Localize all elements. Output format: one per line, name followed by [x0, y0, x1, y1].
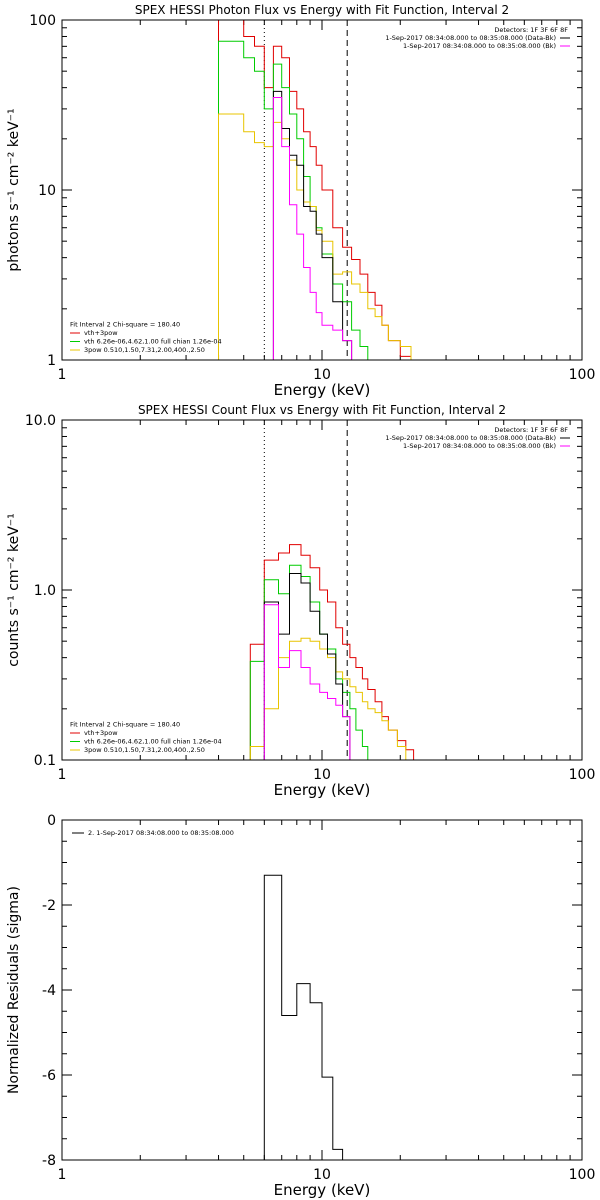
legend-entry: 1-Sep-2017 08:34:08.000 to 08:35:08.000 … [385, 434, 556, 442]
plot-frame [61, 819, 583, 1161]
legend-entry: Detectors: 1F 3F 6F 8F [494, 26, 568, 34]
chart-panel-1: SPEX HESSI Photon Flux vs Energy with Fi… [6, 3, 595, 399]
x-tick-label: 100 [569, 767, 596, 783]
y-tick-label: -4 [42, 983, 56, 999]
y-axis-label: counts s⁻¹ cm⁻² keV⁻¹ [6, 513, 22, 667]
x-axis-label: Energy (keV) [274, 1181, 371, 1199]
x-axis-label: Energy (keV) [274, 781, 371, 799]
legend-entry: 3pow 0.510,1.50,7.31,2.00,400.,2.50 [84, 746, 205, 754]
chart-panel-3: 1 10 100 0 -2 -4 -6 -8 Energy (keV) Normalized Re… [6, 813, 595, 1199]
y-tick-label: 1 [47, 353, 56, 369]
y-tick-label: 0.1 [34, 753, 56, 769]
chart-title: SPEX HESSI Count Flux vs Energy with Fit… [138, 403, 506, 417]
x-tick-label: 10 [313, 367, 331, 383]
legend-entry: Detectors: 1F 3F 6F 8F [494, 426, 568, 434]
x-tick-label: 10 [313, 1167, 331, 1183]
legend-entry: vth 6.26e-06,4.62,1.00 full chian 1.26e-… [84, 338, 222, 346]
y-tick-label: -8 [42, 1153, 56, 1169]
legend-entry: vth 6.26e-06,4.62,1.00 full chian 1.26e-… [84, 738, 222, 746]
series-line-1 [218, 20, 421, 360]
series-line-5 [263, 604, 351, 760]
data-group [263, 874, 344, 1160]
y-tick-label: 0 [47, 813, 56, 829]
x-tick-label: 100 [569, 1167, 596, 1183]
y-tick-label: 1.0 [34, 583, 56, 599]
x-axis-label: Energy (keV) [274, 381, 371, 399]
series-line-4 [263, 573, 351, 760]
series-line-5 [272, 97, 353, 360]
data-group [249, 544, 421, 760]
chart-title: SPEX HESSI Photon Flux vs Energy with Fi… [135, 3, 509, 17]
series-line-4 [272, 90, 353, 360]
plot-frame [61, 19, 583, 361]
y-tick-label: -2 [42, 898, 56, 914]
legend-entry: Fit Interval 2 Chi-square = 180.40 [70, 721, 180, 729]
chart-panel-2: SPEX HESSI Count Flux vs Energy with Fit… [6, 403, 595, 799]
legend-entry: Fit Interval 2 Chi-square = 180.40 [70, 321, 180, 329]
y-axis-label: photons s⁻¹ cm⁻² keV⁻¹ [6, 108, 22, 271]
legend-entry: 2. 1-Sep-2017 08:34:08.000 to 08:35:08.0… [88, 829, 234, 837]
x-tick-label: 10 [313, 767, 331, 783]
y-tick-label: -6 [42, 1068, 56, 1084]
x-tick-label: 1 [58, 367, 67, 383]
series-line-3 [218, 113, 421, 360]
x-tick-label: 1 [58, 767, 67, 783]
legend-entry: 3pow 0.510,1.50,7.31,2.00,400.,2.50 [84, 346, 205, 354]
series-line-3 [249, 637, 421, 760]
legend-entry: 1-Sep-2017 08:34:08.000 to 08:35:08.000 … [385, 34, 556, 42]
x-tick-label: 1 [58, 1167, 67, 1183]
series-line-1 [263, 874, 344, 1160]
legend-entry: vth+3pow [84, 329, 118, 337]
y-tick-label: 10 [38, 183, 56, 199]
legend-entry: vth+3pow [84, 729, 118, 737]
y-axis-label: Normalized Residuals (sigma) [6, 886, 22, 1094]
x-tick-label: 100 [569, 367, 596, 383]
data-group [218, 20, 421, 360]
legend-entry: 1-Sep-2017 08:34:08.000 to 08:35:08.000 … [403, 442, 556, 450]
y-tick-label: 10.0 [25, 413, 56, 429]
y-tick-label: 100 [29, 13, 56, 29]
legend-entry: 1-Sep-2017 08:34:08.000 to 08:35:08.000 … [403, 42, 556, 50]
plot-frame [61, 419, 583, 761]
